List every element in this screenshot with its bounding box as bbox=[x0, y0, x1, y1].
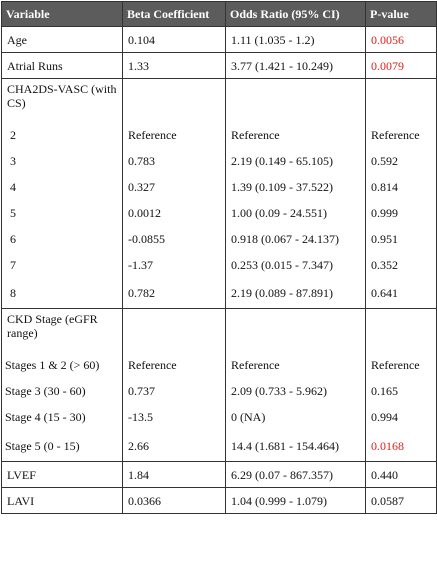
table-row: 6 -0.0855 0.918 (0.067 - 24.137) 0.951 bbox=[1, 226, 437, 252]
variable-cell: 8 bbox=[1, 278, 123, 309]
odds-cell: 0.253 (0.015 - 7.347) bbox=[225, 252, 366, 278]
table-row: Stage 4 (15 - 30) -13.5 0 (NA) 0.994 bbox=[1, 404, 437, 430]
variable-cell: LAVI bbox=[1, 487, 123, 514]
odds-cell: 6.29 (0.07 - 867.357) bbox=[225, 461, 366, 488]
beta-cell: Reference bbox=[122, 352, 226, 378]
group-label-row: CKD Stage (eGFR range) bbox=[1, 308, 437, 352]
p-value-cell: Reference bbox=[365, 352, 437, 378]
p-value-cell: 0.641 bbox=[365, 278, 437, 309]
header-variable: Variable bbox=[1, 1, 123, 27]
table-row: LVEF 1.84 6.29 (0.07 - 867.357) 0.440 bbox=[1, 461, 437, 488]
variable-cell: Age bbox=[1, 26, 123, 53]
odds-cell: 0 (NA) bbox=[225, 404, 366, 430]
p-value-cell: 0.999 bbox=[365, 200, 437, 226]
variable-cell: Stages 1 & 2 (> 60) bbox=[1, 352, 123, 378]
beta-cell: 0.0012 bbox=[122, 200, 226, 226]
table-row: Age 0.104 1.11 (1.035 - 1.2) 0.0056 bbox=[1, 26, 437, 53]
variable-cell: 2 bbox=[1, 122, 123, 148]
variable-cell: Stage 3 (30 - 60) bbox=[1, 378, 123, 404]
beta-cell: -1.37 bbox=[122, 252, 226, 278]
p-value-cell: 0.814 bbox=[365, 174, 437, 200]
group-label-row: CHA2DS-VASC (with CS) bbox=[1, 78, 437, 122]
variable-cell: Atrial Runs bbox=[1, 52, 123, 79]
odds-cell: Reference bbox=[225, 122, 366, 148]
odds-cell: 1.39 (0.109 - 37.522) bbox=[225, 174, 366, 200]
table-row: LAVI 0.0366 1.04 (0.999 - 1.079) 0.0587 bbox=[1, 487, 437, 514]
table-row: 7 -1.37 0.253 (0.015 - 7.347) 0.352 bbox=[1, 252, 437, 278]
odds-cell: 1.00 (0.09 - 24.551) bbox=[225, 200, 366, 226]
p-value-cell: 0.951 bbox=[365, 226, 437, 252]
odds-cell: 3.77 (1.421 - 10.249) bbox=[225, 52, 366, 79]
beta-cell: -0.0855 bbox=[122, 226, 226, 252]
table-row: Stage 5 (0 - 15) 2.66 14.4 (1.681 - 154.… bbox=[1, 430, 437, 462]
beta-cell: -13.5 bbox=[122, 404, 226, 430]
beta-cell: 0.327 bbox=[122, 174, 226, 200]
table-row: 3 0.783 2.19 (0.149 - 65.105) 0.592 bbox=[1, 148, 437, 174]
p-value-cell: 0.0168 bbox=[365, 430, 437, 462]
header-beta-coefficient: Beta Coefficient bbox=[122, 1, 226, 27]
p-value-cell: Reference bbox=[365, 122, 437, 148]
header-row: Variable Beta Coefficient Odds Ratio (95… bbox=[1, 1, 437, 27]
variable-cell: 4 bbox=[1, 174, 123, 200]
group-label-cha2ds-vasc: CHA2DS-VASC (with CS) bbox=[1, 78, 123, 122]
p-value-cell: 0.352 bbox=[365, 252, 437, 278]
odds-cell: 2.09 (0.733 - 5.962) bbox=[225, 378, 366, 404]
beta-cell: 0.104 bbox=[122, 26, 226, 53]
header-odds-ratio: Odds Ratio (95% CI) bbox=[225, 1, 366, 27]
odds-cell: 1.11 (1.035 - 1.2) bbox=[225, 26, 366, 53]
table-row: Atrial Runs 1.33 3.77 (1.421 - 10.249) 0… bbox=[1, 52, 437, 79]
p-value-cell: 0.592 bbox=[365, 148, 437, 174]
table-row: 5 0.0012 1.00 (0.09 - 24.551) 0.999 bbox=[1, 200, 437, 226]
table-row: 8 0.782 2.19 (0.089 - 87.891) 0.641 bbox=[1, 278, 437, 309]
beta-cell: 1.84 bbox=[122, 461, 226, 488]
variable-cell: 7 bbox=[1, 252, 123, 278]
regression-results-table: Variable Beta Coefficient Odds Ratio (95… bbox=[1, 1, 437, 514]
p-value-cell: 0.165 bbox=[365, 378, 437, 404]
variable-cell: Stage 5 (0 - 15) bbox=[1, 430, 123, 462]
beta-cell: Reference bbox=[122, 122, 226, 148]
table-row: 2 Reference Reference Reference bbox=[1, 122, 437, 148]
table-row: 4 0.327 1.39 (0.109 - 37.522) 0.814 bbox=[1, 174, 437, 200]
header-p-value: P-value bbox=[365, 1, 437, 27]
odds-cell: 2.19 (0.089 - 87.891) bbox=[225, 278, 366, 309]
table-header: Variable Beta Coefficient Odds Ratio (95… bbox=[1, 1, 437, 27]
beta-cell: 0.783 bbox=[122, 148, 226, 174]
beta-cell: 1.33 bbox=[122, 52, 226, 79]
table-row: Stage 3 (30 - 60) 0.737 2.09 (0.733 - 5.… bbox=[1, 378, 437, 404]
table-row: Stages 1 & 2 (> 60) Reference Reference … bbox=[1, 352, 437, 378]
odds-cell: Reference bbox=[225, 352, 366, 378]
p-value-cell: 0.994 bbox=[365, 404, 437, 430]
table-body: Age 0.104 1.11 (1.035 - 1.2) 0.0056 Atri… bbox=[1, 26, 437, 514]
beta-cell: 0.737 bbox=[122, 378, 226, 404]
p-value-cell: 0.0056 bbox=[365, 26, 437, 53]
variable-cell: 5 bbox=[1, 200, 123, 226]
odds-cell: 0.918 (0.067 - 24.137) bbox=[225, 226, 366, 252]
p-value-cell: 0.0587 bbox=[365, 487, 437, 514]
group-label-ckd-stage: CKD Stage (eGFR range) bbox=[1, 308, 123, 352]
variable-cell: 6 bbox=[1, 226, 123, 252]
odds-cell: 14.4 (1.681 - 154.464) bbox=[225, 430, 366, 462]
p-value-cell: 0.0079 bbox=[365, 52, 437, 79]
beta-cell: 2.66 bbox=[122, 430, 226, 462]
beta-cell: 0.782 bbox=[122, 278, 226, 309]
variable-cell: 3 bbox=[1, 148, 123, 174]
variable-cell: LVEF bbox=[1, 461, 123, 488]
odds-cell: 2.19 (0.149 - 65.105) bbox=[225, 148, 366, 174]
odds-cell: 1.04 (0.999 - 1.079) bbox=[225, 487, 366, 514]
beta-cell: 0.0366 bbox=[122, 487, 226, 514]
p-value-cell: 0.440 bbox=[365, 461, 437, 488]
variable-cell: Stage 4 (15 - 30) bbox=[1, 404, 123, 430]
